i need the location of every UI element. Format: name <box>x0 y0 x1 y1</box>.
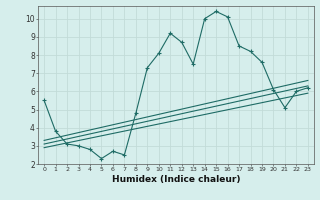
X-axis label: Humidex (Indice chaleur): Humidex (Indice chaleur) <box>112 175 240 184</box>
